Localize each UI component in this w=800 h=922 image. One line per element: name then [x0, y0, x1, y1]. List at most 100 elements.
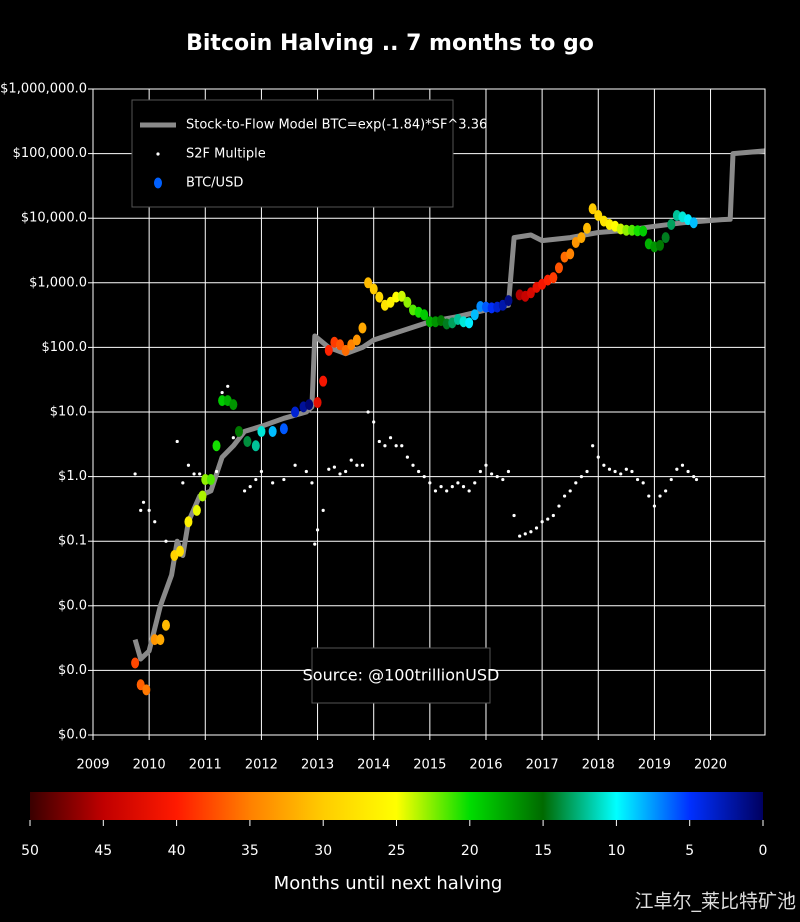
multiple-point: [647, 494, 651, 498]
multiple-point: [501, 477, 505, 482]
multiple-point: [186, 463, 191, 467]
price-point: [526, 287, 535, 299]
legend-swatch: [154, 177, 162, 189]
price-point: [229, 399, 238, 411]
price-point: [192, 504, 201, 516]
multiple-point: [147, 508, 151, 512]
multiple-point: [214, 469, 219, 474]
multiple-point: [349, 458, 353, 462]
price-point: [341, 344, 350, 356]
price-point: [218, 395, 227, 407]
x-tick-label: 2009: [76, 758, 109, 773]
price-point: [184, 516, 193, 528]
multiple-point: [624, 467, 628, 471]
y-tick-label: $0.1: [58, 534, 87, 549]
price-point: [257, 425, 266, 437]
price-point: [212, 440, 221, 452]
multiple-point: [248, 485, 252, 489]
price-point: [375, 291, 384, 303]
multiple-point: [198, 472, 202, 476]
price-point: [131, 657, 140, 669]
legend-label: S2F Multiple: [186, 147, 266, 162]
y-tick-label: $10,000.0: [21, 211, 87, 226]
colorbar-tick-label: 15: [534, 843, 552, 859]
legend-swatch: [156, 152, 160, 156]
price-point: [136, 679, 145, 691]
multiple-point: [355, 463, 359, 467]
price-point: [206, 474, 215, 486]
price-point: [336, 339, 345, 351]
multiple-point: [585, 469, 589, 474]
multiple-point: [495, 475, 499, 479]
multiple-point: [658, 494, 662, 498]
multiple-point: [478, 469, 482, 474]
price-point: [243, 435, 252, 447]
multiple-point: [635, 477, 640, 482]
annotation: Source: @100trillionUSD: [303, 666, 500, 685]
multiple-point: [428, 481, 432, 485]
multiple-point: [461, 485, 466, 489]
multiple-point: [400, 444, 404, 448]
multiple-point: [338, 472, 342, 476]
multiple-point: [220, 390, 224, 395]
multiple-point: [259, 469, 264, 474]
multiple-point: [332, 465, 337, 469]
price-point: [656, 239, 665, 251]
multiple-point: [377, 439, 381, 444]
multiple-point: [579, 475, 584, 479]
multiple-point: [282, 477, 286, 482]
plot-frame: [92, 88, 766, 736]
price-point: [142, 684, 151, 696]
price-point: [251, 440, 260, 452]
multiple-point: [433, 489, 438, 493]
price-point: [198, 490, 207, 502]
multiple-point: [445, 489, 449, 493]
multiple-point: [669, 477, 673, 482]
price-point: [397, 290, 406, 302]
y-tick-label: $0.0: [58, 663, 87, 678]
price-point: [234, 425, 243, 437]
price-point: [588, 203, 597, 215]
price-point: [352, 334, 361, 346]
multiple-point: [231, 436, 235, 440]
x-tick-label: 2010: [133, 758, 166, 773]
x-tick-label: 2015: [413, 758, 446, 773]
y-tick-label: $1.0: [58, 469, 87, 484]
colorbar-tick-label: 20: [461, 843, 479, 859]
price-point: [425, 316, 434, 328]
price-point: [403, 296, 412, 308]
multiple-point: [562, 494, 567, 498]
y-tick-label: $1,000,000.0: [0, 82, 87, 97]
multiple-point: [164, 539, 168, 543]
multiple-point: [366, 410, 370, 414]
multiple-point: [360, 463, 365, 467]
y-tick-label: $0.0: [58, 598, 87, 613]
price-point: [369, 283, 378, 295]
multiple-point: [467, 489, 471, 493]
price-point: [577, 232, 586, 244]
price-point: [504, 295, 513, 307]
colorbar-tick-label: 25: [388, 843, 406, 859]
multiple-point: [313, 542, 317, 546]
price-point: [667, 218, 676, 230]
price-point: [358, 322, 367, 334]
y-tick-label: $10.0: [50, 405, 87, 420]
x-tick-label: 2011: [189, 758, 222, 773]
price-point: [324, 344, 333, 356]
price-point: [661, 232, 670, 244]
multiple-point: [619, 472, 623, 476]
multiple-point: [405, 455, 409, 459]
multiple-point: [607, 467, 612, 471]
multiple-point: [417, 469, 421, 474]
multiple-point: [534, 526, 539, 530]
price-point: [291, 406, 300, 418]
multiple-point: [133, 472, 137, 476]
multiple-point: [546, 517, 550, 521]
multiple-point: [372, 420, 376, 424]
multiple-point: [512, 513, 516, 518]
multiple-point: [394, 444, 398, 448]
x-tick-label: 2020: [694, 758, 727, 773]
watermark: 江卓尔_莱比特矿池: [634, 891, 796, 913]
multiple-point: [456, 481, 460, 485]
x-tick-label: 2012: [245, 758, 278, 773]
